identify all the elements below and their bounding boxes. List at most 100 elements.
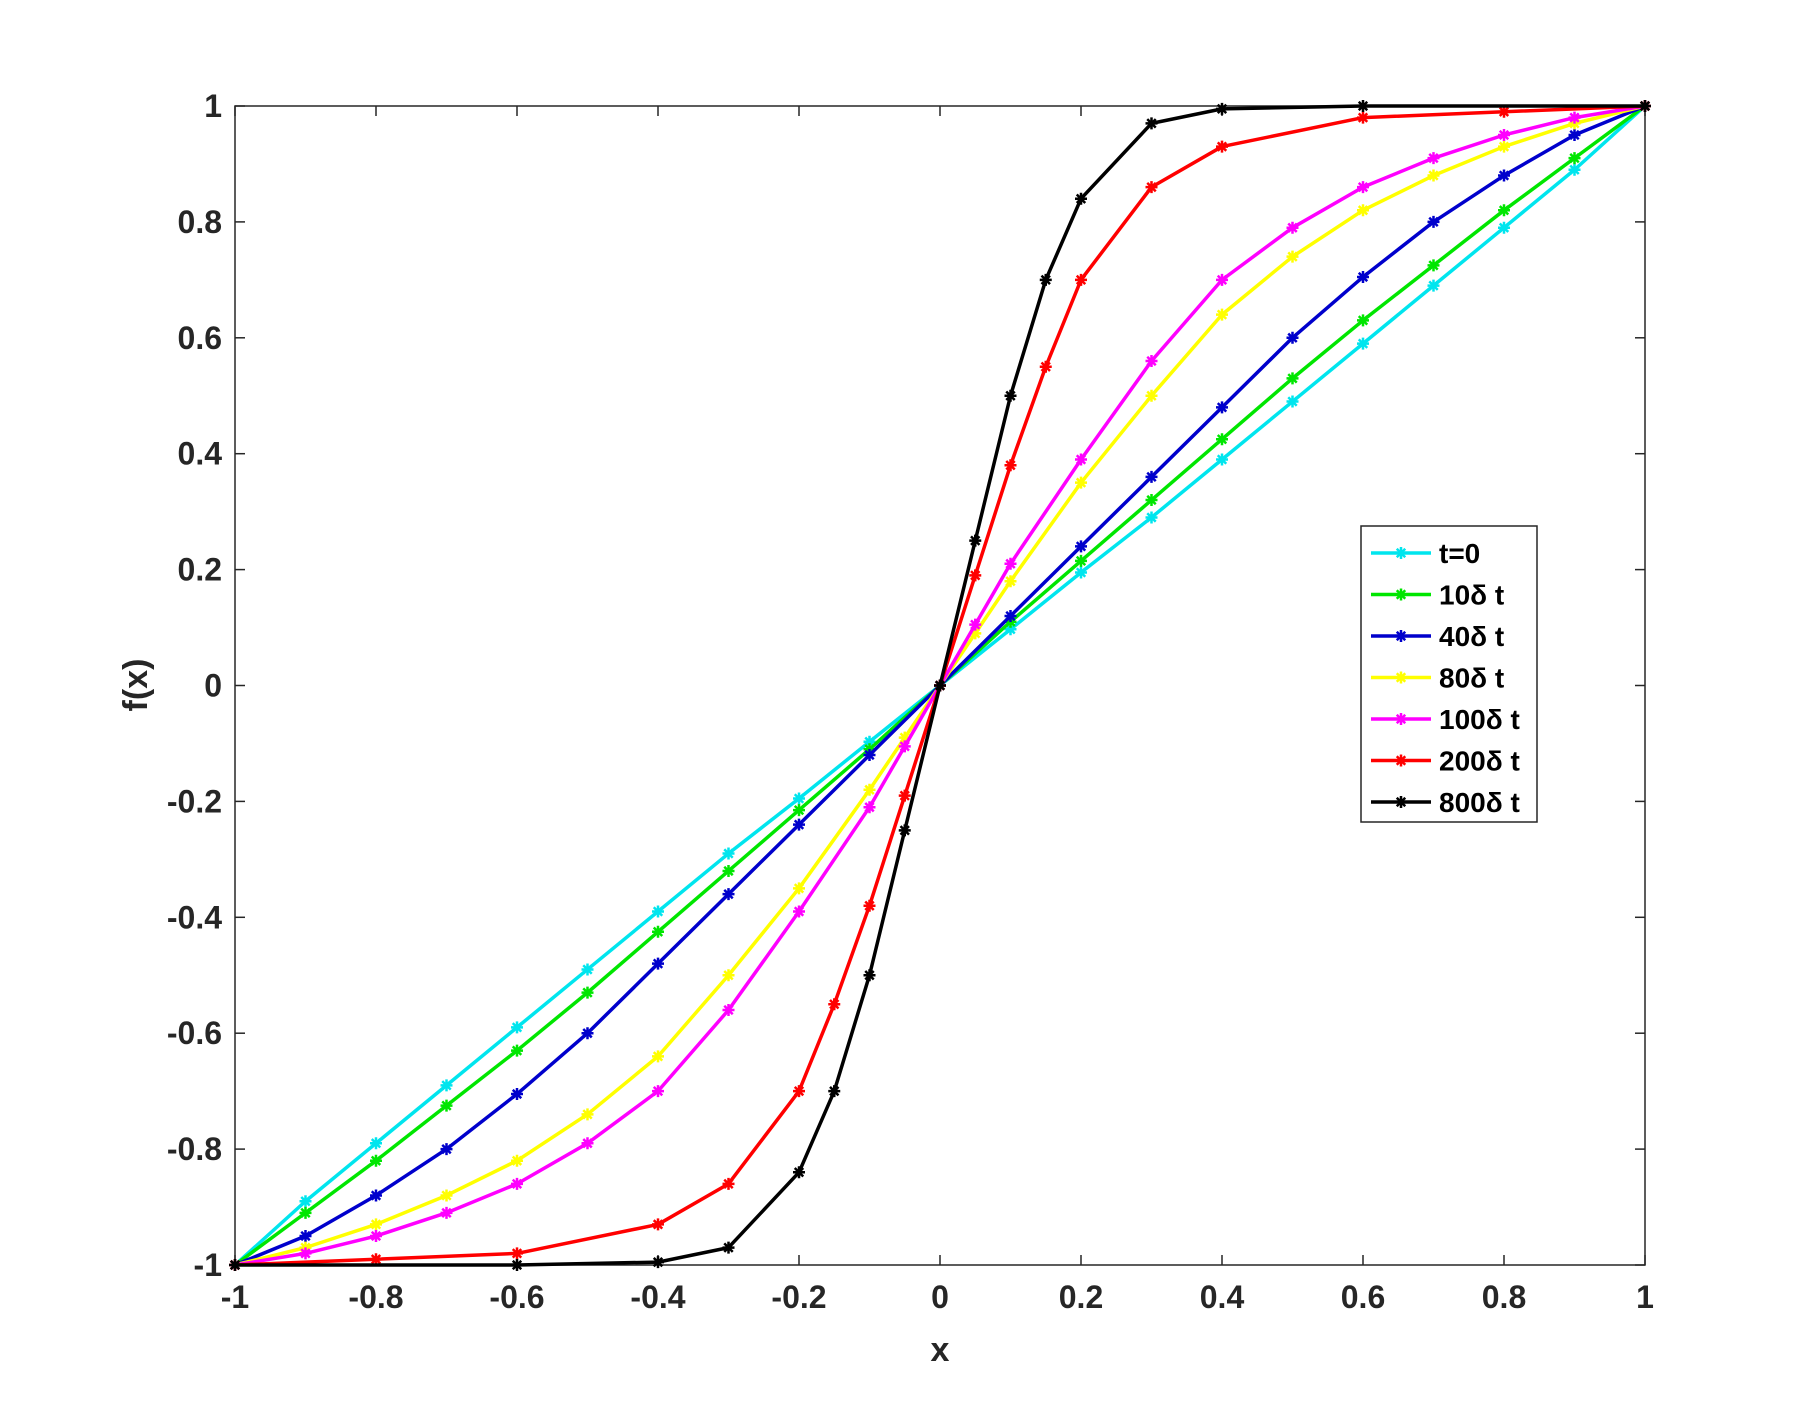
data-point-marker — [722, 1004, 735, 1017]
data-point-marker — [299, 1206, 312, 1219]
data-point-marker — [1427, 169, 1440, 182]
y-tick-label: 0.8 — [178, 204, 222, 240]
data-point-marker — [1004, 609, 1017, 622]
y-tick-label: 0 — [204, 668, 222, 704]
data-point-marker — [1216, 140, 1228, 153]
data-point-marker — [581, 963, 594, 976]
data-point-marker — [722, 888, 735, 901]
legend-label: 40δ t — [1439, 621, 1504, 652]
data-point-marker — [1039, 273, 1052, 286]
legend-marker — [1395, 796, 1407, 808]
y-tick-label: -0.8 — [167, 1131, 222, 1167]
data-point-marker — [1498, 221, 1510, 234]
data-point-marker — [1004, 623, 1017, 636]
data-point-marker — [722, 1177, 735, 1190]
data-point-marker — [793, 905, 805, 918]
data-point-marker — [511, 1154, 523, 1167]
data-point-marker — [581, 986, 594, 999]
data-point-marker — [793, 818, 805, 831]
data-point-marker — [1145, 354, 1158, 367]
data-point-marker — [863, 735, 876, 748]
x-tick-label: -0.4 — [630, 1279, 685, 1315]
data-point-marker — [1075, 453, 1087, 466]
data-point-marker — [1075, 540, 1087, 553]
data-point-marker — [1145, 117, 1158, 130]
data-point-marker — [1357, 204, 1369, 217]
x-tick-label: -0.8 — [348, 1279, 403, 1315]
data-point-marker — [652, 1256, 664, 1269]
data-point-marker — [1145, 511, 1158, 524]
legend-label: 200δ t — [1439, 746, 1520, 777]
data-point-marker — [229, 1259, 241, 1271]
data-point-marker — [652, 957, 664, 970]
x-tick-label: 0.8 — [1482, 1279, 1526, 1315]
legend-entry: 100δ t — [1371, 704, 1520, 735]
legend-marker — [1395, 547, 1407, 559]
data-point-marker — [1286, 395, 1299, 408]
x-tick-label: 0.4 — [1200, 1279, 1245, 1315]
data-point-marker — [440, 1099, 453, 1112]
y-tick-label: 0.2 — [178, 552, 222, 588]
legend-label: 10δ t — [1439, 580, 1504, 611]
data-point-marker — [1498, 105, 1510, 118]
data-point-marker — [511, 1021, 523, 1034]
data-point-marker — [1039, 360, 1052, 373]
data-point-marker — [511, 1088, 523, 1101]
legend-entry: 40δ t — [1371, 621, 1504, 652]
data-point-marker — [898, 824, 911, 837]
data-point-marker — [793, 882, 805, 895]
y-tick-label: -0.4 — [167, 899, 222, 935]
data-point-marker — [299, 1195, 312, 1208]
data-point-marker — [370, 1137, 382, 1150]
data-point-marker — [652, 1050, 664, 1063]
x-tick-label: 0 — [931, 1279, 949, 1315]
data-point-marker — [1216, 433, 1228, 446]
data-point-marker — [1216, 273, 1228, 286]
data-point-marker — [1498, 140, 1510, 153]
axis-ticks: -1 -0.8 -0.6 -0.4 -0.2 0 0.2 0.4 0.6 0.8 1 1 0.8 0.6 0… — [167, 88, 1654, 1315]
y-tick-label: -1 — [194, 1247, 222, 1283]
series-6 — [229, 100, 1651, 1271]
data-point-marker — [793, 792, 805, 805]
data-point-marker — [652, 1218, 664, 1231]
data-point-marker — [898, 789, 911, 802]
data-point-marker — [511, 1044, 523, 1057]
data-point-marker — [1075, 273, 1087, 286]
x-axis-label: x — [931, 1331, 950, 1369]
data-point-marker — [581, 1108, 594, 1121]
data-point-marker — [722, 847, 735, 860]
data-point-marker — [370, 1253, 382, 1266]
legend-entry: 10δ t — [1371, 580, 1504, 611]
data-point-marker — [1216, 453, 1228, 466]
data-point-marker — [1145, 494, 1158, 507]
data-point-marker — [440, 1143, 453, 1156]
data-point-marker — [969, 618, 982, 631]
data-point-marker — [722, 969, 735, 982]
legend-marker — [1395, 671, 1407, 684]
y-axis-label: f(x) — [117, 659, 155, 712]
data-point-marker — [1286, 331, 1299, 344]
x-tick-label: -0.2 — [771, 1279, 826, 1315]
data-point-marker — [370, 1189, 382, 1202]
data-point-marker — [1357, 111, 1369, 124]
data-point-marker — [1568, 128, 1581, 141]
y-tick-label: 0.6 — [178, 320, 222, 356]
data-point-marker — [511, 1247, 523, 1260]
y-tick-label: -0.6 — [167, 1015, 222, 1051]
data-point-marker — [863, 783, 876, 796]
legend-entry: 200δ t — [1371, 746, 1520, 777]
data-point-marker — [1498, 128, 1510, 141]
legend-label: 100δ t — [1439, 704, 1520, 735]
x-tick-label: 0.2 — [1059, 1279, 1103, 1315]
series-layer — [229, 100, 1651, 1271]
data-point-marker — [581, 1027, 594, 1040]
data-point-marker — [1427, 215, 1440, 228]
data-point-marker — [934, 679, 946, 692]
data-point-marker — [1004, 459, 1017, 472]
data-point-marker — [440, 1206, 453, 1219]
legend-entry: 80δ t — [1371, 663, 1504, 694]
data-point-marker — [863, 969, 876, 982]
data-point-marker — [652, 1085, 664, 1098]
legend-entry: 800δ t — [1371, 787, 1520, 818]
